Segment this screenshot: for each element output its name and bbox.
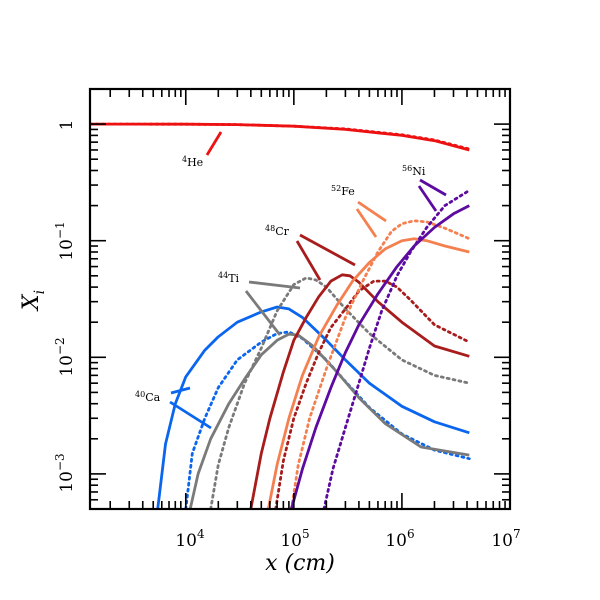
series-44Ti-solid <box>188 332 470 509</box>
series-48Cr-solid <box>249 273 470 509</box>
leader-he4 <box>205 131 223 156</box>
annotation-he4: 4He <box>182 155 203 169</box>
series-52Fe-solid <box>266 237 470 509</box>
annotation-leaders <box>169 131 447 430</box>
series-52Fe-dotted <box>290 219 471 509</box>
plot-frame <box>88 87 512 511</box>
series-44Ti-dotted <box>209 276 471 509</box>
y-tick-label: 10−1 <box>53 221 77 260</box>
leader-ni56 <box>419 178 447 197</box>
y-axis-title: Xi <box>19 290 48 312</box>
annotations: 4He 40Ca 44Ti 48Cr 52Fe 56Ni <box>135 155 426 404</box>
leader-ti44 <box>244 290 282 336</box>
x-tick-labels: 104 105 106 107 <box>175 527 520 551</box>
x-tick-label: 104 <box>175 527 205 551</box>
annotation-fe52: 52Fe <box>331 184 355 198</box>
leader-cr48 <box>295 240 322 281</box>
leader-ni56 <box>417 185 438 212</box>
axis-ticks <box>90 88 511 510</box>
y-tick-label: 10−3 <box>53 453 77 492</box>
annotation-ni56: 56Ni <box>402 164 426 178</box>
annotation-cr48: 48Cr <box>265 224 290 238</box>
leader-fe52 <box>355 208 378 238</box>
leader-cr48 <box>299 233 356 267</box>
y-tick-label: 1 <box>57 120 77 131</box>
leader-fe52 <box>357 200 387 223</box>
leader-ca40 <box>170 386 191 395</box>
series-4He-dotted <box>90 122 471 151</box>
x-tick-label: 106 <box>385 527 414 551</box>
series-layer <box>90 122 471 509</box>
annotation-ca40: 40Ca <box>135 390 161 404</box>
x-tick-label: 107 <box>491 527 520 551</box>
series-48Cr-dotted <box>274 279 471 509</box>
x-axis-title: x (cm) <box>265 551 335 576</box>
leader-ca40 <box>169 400 212 430</box>
series-56Ni-dotted <box>322 189 471 509</box>
series-40Ca-solid <box>156 305 470 509</box>
x-tick-label: 105 <box>280 527 309 551</box>
y-tick-labels: 1 10−1 10−2 10−3 <box>53 120 77 493</box>
y-tick-label: 10−2 <box>53 337 77 376</box>
leader-ti44 <box>248 280 301 290</box>
series-56Ni-solid <box>290 204 470 509</box>
annotation-ti44: 44Ti <box>218 271 240 285</box>
series-40Ca-dotted <box>184 330 471 509</box>
